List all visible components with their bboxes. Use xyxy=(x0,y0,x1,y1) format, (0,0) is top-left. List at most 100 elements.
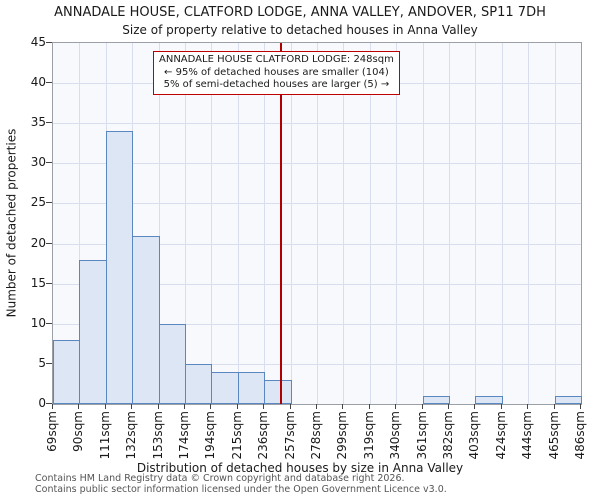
x-tick-label-text: 215sqm xyxy=(229,411,244,460)
histogram-bar xyxy=(211,371,239,404)
vertical-gridline xyxy=(369,43,371,404)
x-tick-mark xyxy=(210,404,212,409)
histogram-bar xyxy=(185,363,213,404)
x-tick-mark xyxy=(52,404,53,409)
x-tick-label-text: 153sqm xyxy=(150,411,165,460)
y-tick-mark xyxy=(46,202,52,204)
y-tick-mark xyxy=(46,82,52,84)
x-tick-label-text: 382sqm xyxy=(441,411,455,460)
y-tick-mark xyxy=(46,282,52,284)
histogram-bar xyxy=(264,379,292,404)
x-tick-mark xyxy=(263,404,265,409)
x-tick-mark xyxy=(395,404,397,409)
y-tick-mark xyxy=(46,42,52,43)
x-tick-label-text: 90sqm xyxy=(71,411,86,452)
x-tick-mark xyxy=(342,404,344,409)
y-tick-label: 0 xyxy=(38,396,46,410)
x-tick-mark xyxy=(474,404,476,409)
histogram-bar xyxy=(554,395,582,404)
subject-property-marker-line xyxy=(279,43,282,404)
x-tick-mark xyxy=(580,404,581,409)
vertical-gridline xyxy=(290,43,292,404)
x-tick-label-text: 424sqm xyxy=(493,411,508,460)
annotation-line-1: ANNADALE HOUSE CLATFORD LODGE: 248sqm xyxy=(159,54,394,65)
vertical-gridline xyxy=(211,43,213,404)
annotation-line-3: 5% of semi-detached houses are larger (5… xyxy=(163,79,390,90)
x-tick-mark xyxy=(368,404,370,409)
x-tick-label-text: 174sqm xyxy=(177,411,191,460)
x-tick-label-text: 444sqm xyxy=(520,411,535,460)
vertical-gridline xyxy=(475,43,477,404)
x-tick-label-text: 194sqm xyxy=(203,411,218,460)
histogram-bar xyxy=(158,323,186,404)
y-tick-mark xyxy=(46,242,52,244)
x-tick-label-text: 340sqm xyxy=(388,411,403,460)
x-tick-label-text: 403sqm xyxy=(467,411,482,460)
annotation-box: ANNADALE HOUSE CLATFORD LODGE: 248sqm ← … xyxy=(153,51,400,95)
x-tick-label: 486sqm xyxy=(573,411,600,459)
y-tick-mark xyxy=(46,403,52,404)
x-tick-mark xyxy=(316,404,317,409)
vertical-gridline xyxy=(79,43,81,404)
footer-attribution-line-2: Contains public sector information licen… xyxy=(35,484,447,495)
y-axis-title: Number of detached properties xyxy=(4,128,19,318)
x-tick-mark xyxy=(78,404,80,409)
y-tick-label: 20 xyxy=(30,235,46,250)
y-tick-label: 10 xyxy=(30,315,46,330)
footer-attribution-line-1: Contains HM Land Registry data © Crown c… xyxy=(35,473,405,484)
annotation-line-2: ← 95% of detached houses are smaller (10… xyxy=(164,66,389,78)
x-tick-label-text: 361sqm xyxy=(414,411,429,460)
vertical-gridline xyxy=(158,43,160,404)
plot-area: ANNADALE HOUSE CLATFORD LODGE: 248sqm ← … xyxy=(52,42,582,405)
y-tick-label: 15 xyxy=(30,275,46,290)
vertical-gridline xyxy=(554,43,556,404)
x-tick-mark xyxy=(527,404,529,409)
y-tick-label: 35 xyxy=(30,115,46,130)
x-tick-label-text: 299sqm xyxy=(335,411,350,460)
x-tick-mark xyxy=(236,404,238,409)
histogram-bar xyxy=(105,131,134,404)
vertical-gridline xyxy=(343,43,345,404)
x-axis-title: Distribution of detached houses by size … xyxy=(136,461,464,475)
x-tick-mark xyxy=(104,404,106,409)
y-tick-mark xyxy=(46,162,52,164)
vertical-gridline xyxy=(528,43,530,404)
histogram-bar xyxy=(422,395,450,404)
x-tick-label-text: 278sqm xyxy=(309,411,323,460)
histogram-bar xyxy=(237,371,266,404)
x-tick-mark xyxy=(157,404,159,409)
x-tick-mark xyxy=(500,404,502,409)
histogram-bar xyxy=(475,395,503,404)
vertical-gridline xyxy=(317,43,318,404)
y-tick-label: 25 xyxy=(30,195,46,210)
x-tick-mark xyxy=(448,404,449,409)
x-tick-label-text: 486sqm xyxy=(573,411,587,460)
x-tick-mark xyxy=(421,404,423,409)
y-tick-mark xyxy=(46,122,52,124)
y-tick-label: 5 xyxy=(38,355,46,370)
x-tick-label-text: 257sqm xyxy=(282,411,297,460)
y-tick-mark xyxy=(46,322,52,324)
x-tick-label-text: 69sqm xyxy=(45,411,59,452)
x-tick-label-text: 111sqm xyxy=(97,411,112,460)
y-tick-label: 40 xyxy=(30,75,46,90)
chart-subtitle: Size of property relative to detached ho… xyxy=(122,23,478,37)
x-tick-label-text: 319sqm xyxy=(361,411,376,460)
vertical-gridline xyxy=(449,43,450,404)
histogram-bar xyxy=(79,259,107,404)
vertical-gridline xyxy=(396,43,398,404)
x-tick-mark xyxy=(131,404,133,409)
vertical-gridline xyxy=(422,43,424,404)
x-tick-label-text: 132sqm xyxy=(124,411,139,460)
x-tick-label-text: 236sqm xyxy=(256,411,271,460)
x-tick-mark xyxy=(553,404,555,409)
x-tick-mark xyxy=(289,404,291,409)
x-tick-mark xyxy=(184,404,185,409)
y-tick-label: 30 xyxy=(30,155,46,170)
x-tick-label-text: 465sqm xyxy=(546,411,561,460)
vertical-gridline xyxy=(185,43,186,404)
histogram-bar xyxy=(53,339,81,404)
vertical-gridline xyxy=(264,43,266,404)
chart-title: ANNADALE HOUSE, CLATFORD LODGE, ANNA VAL… xyxy=(54,5,546,20)
